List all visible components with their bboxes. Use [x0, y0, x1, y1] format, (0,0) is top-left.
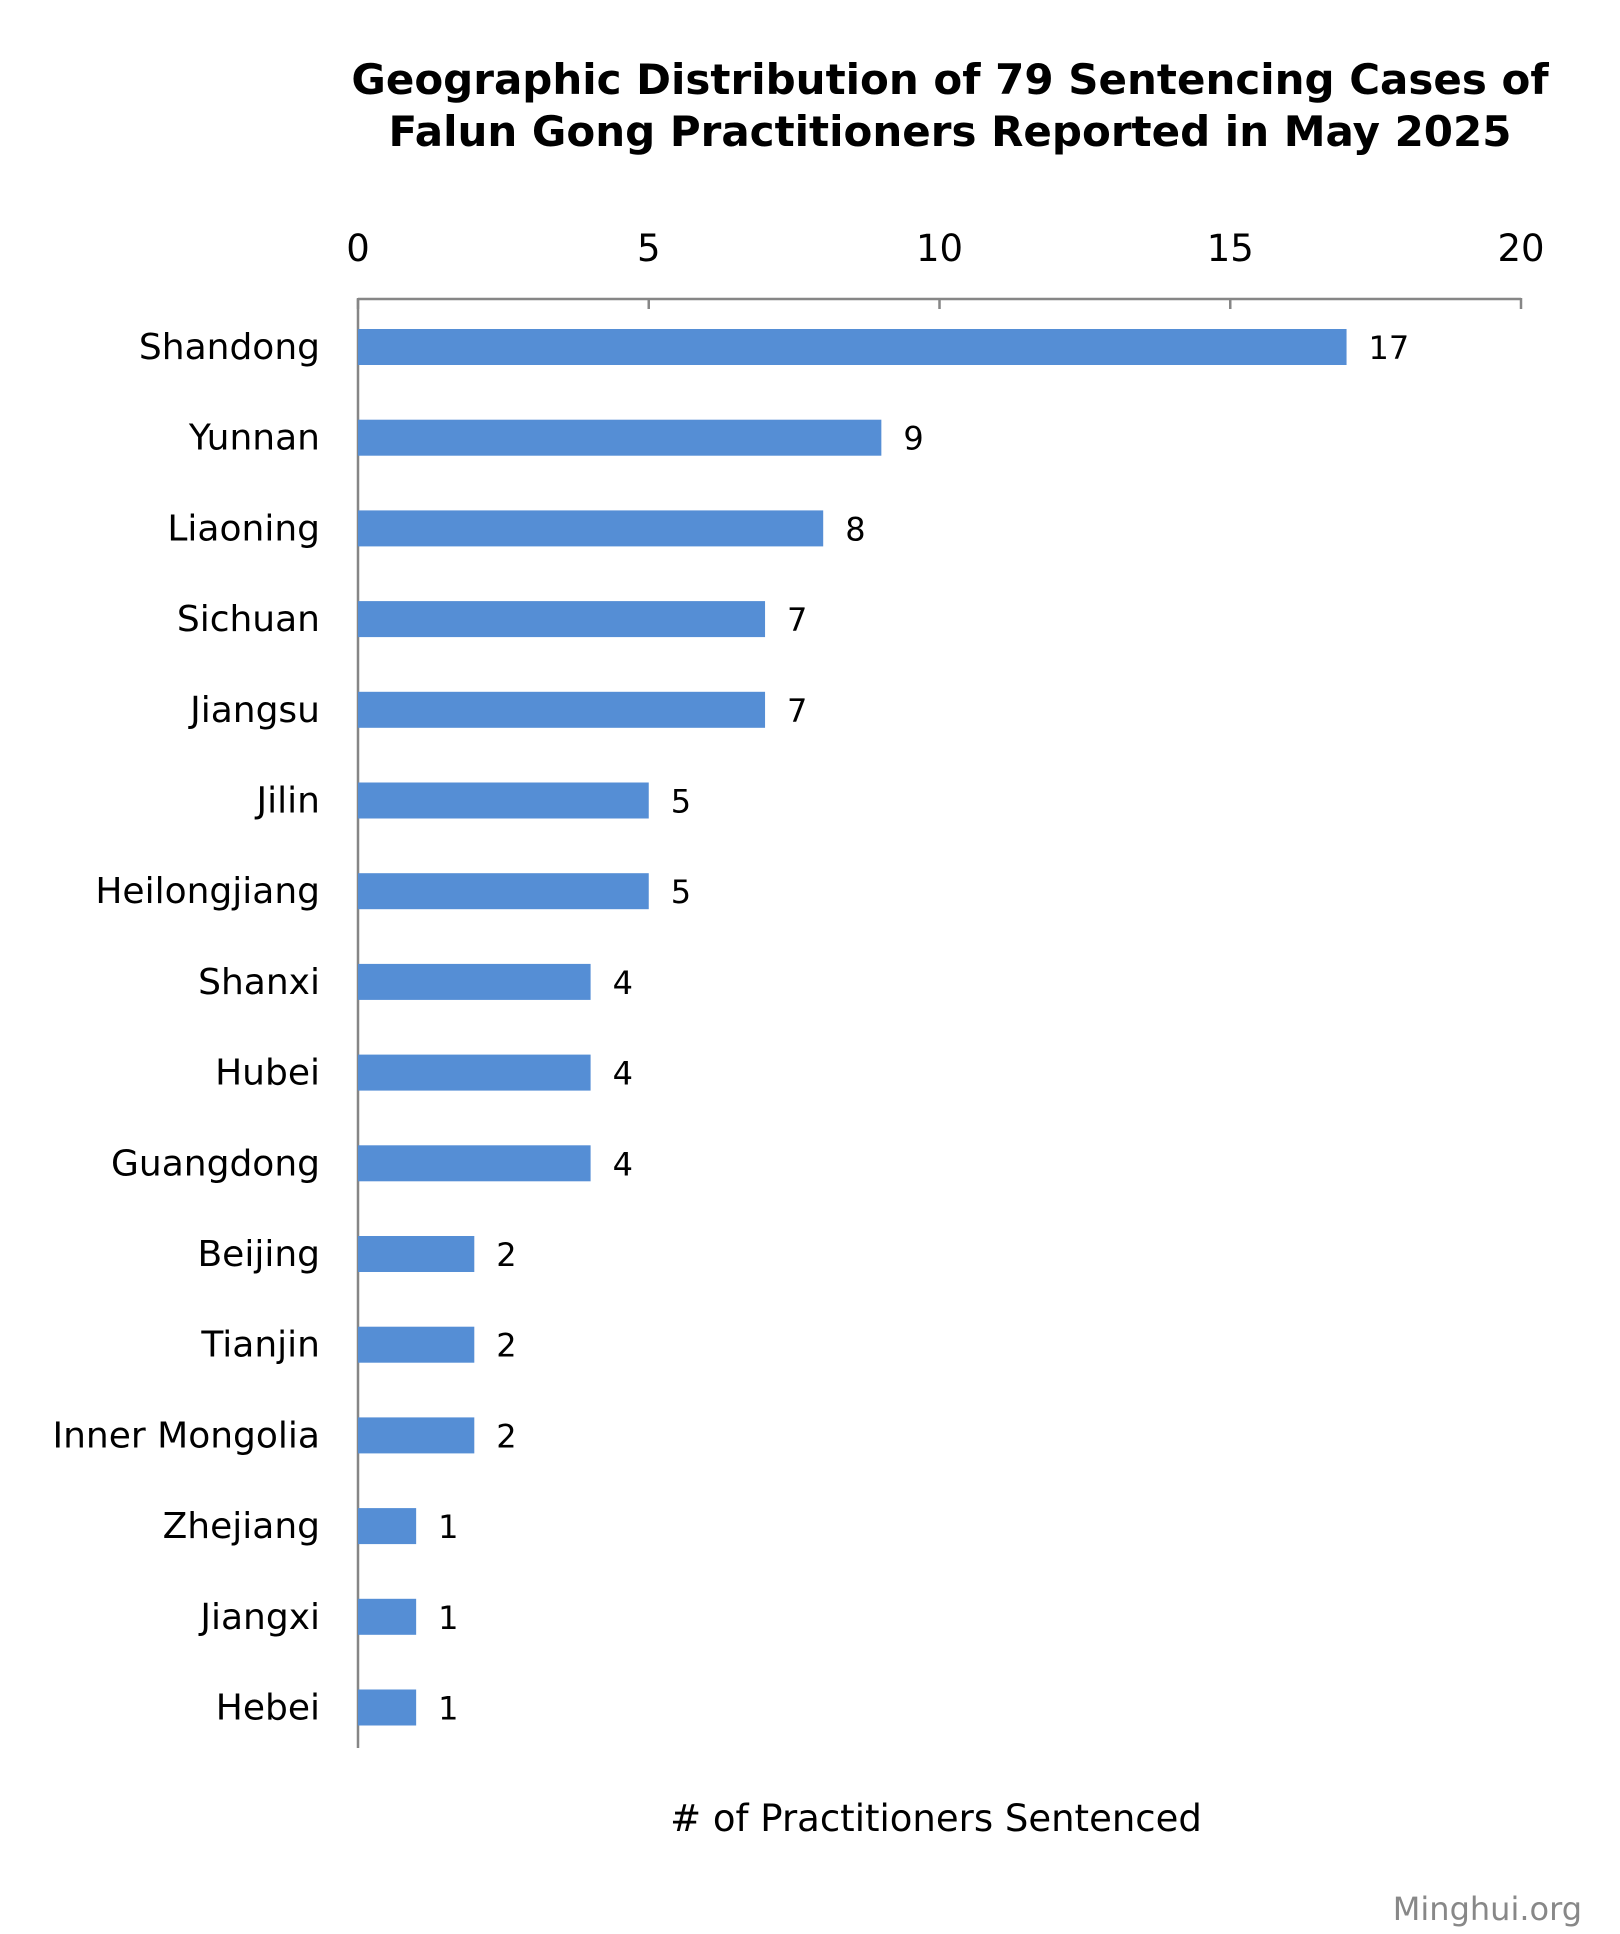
data-label: 5	[671, 783, 691, 821]
bar	[358, 329, 1347, 365]
chart-title-line-1: Geographic Distribution of 79 Sentencing…	[351, 55, 1549, 104]
data-label: 7	[787, 692, 807, 730]
category-label: Heilongjiang	[95, 871, 320, 912]
bar	[358, 873, 649, 910]
data-label: 9	[903, 420, 923, 458]
x-tick-label: 10	[916, 227, 963, 270]
category-label: Hebei	[216, 1688, 320, 1729]
bar	[358, 1054, 591, 1091]
bar	[358, 1326, 475, 1363]
data-label: 1	[438, 1690, 458, 1728]
bar	[358, 419, 882, 456]
category-label: Jiangsu	[188, 690, 320, 731]
data-label: 17	[1369, 329, 1410, 367]
bar	[358, 691, 766, 728]
bar	[358, 1598, 417, 1635]
category-label: Guangdong	[111, 1143, 320, 1184]
data-label: 1	[438, 1599, 458, 1637]
data-label: 2	[496, 1236, 516, 1274]
x-tick-label: 5	[637, 227, 661, 270]
category-label: Jilin	[255, 781, 320, 822]
bar	[358, 1145, 591, 1182]
data-label: 4	[613, 1145, 633, 1183]
chart-title-line-2: Falun Gong Practitioners Reported in May…	[388, 107, 1512, 156]
x-tick-label: 0	[346, 227, 370, 270]
bar	[358, 1508, 417, 1545]
x-axis-label: # of Practitioners Sentenced	[670, 1797, 1202, 1840]
category-label: Sichuan	[177, 599, 320, 640]
category-label: Liaoning	[167, 508, 320, 549]
data-label: 2	[496, 1327, 516, 1365]
data-label: 4	[613, 964, 633, 1002]
bar	[358, 963, 591, 1000]
category-label: Yunnan	[188, 418, 320, 459]
bar	[358, 1417, 475, 1454]
data-label: 8	[845, 510, 865, 548]
data-label: 5	[671, 873, 691, 911]
bar	[358, 1689, 417, 1726]
chart-title: Geographic Distribution of 79 Sentencing…	[250, 54, 1620, 158]
category-label: Tianjin	[200, 1325, 320, 1366]
category-label: Beijing	[197, 1234, 320, 1275]
data-label: 4	[613, 1055, 633, 1093]
category-label: Inner Mongolia	[53, 1415, 321, 1456]
x-tick-label: 20	[1497, 227, 1544, 270]
category-label: Shanxi	[198, 962, 320, 1003]
category-label: Hubei	[215, 1053, 320, 1094]
bar	[358, 1236, 475, 1272]
category-label: Zhejiang	[163, 1506, 320, 1547]
data-label: 1	[438, 1508, 458, 1546]
category-label: Jiangxi	[198, 1597, 320, 1638]
watermark: Minghui.org	[1392, 1890, 1582, 1928]
category-label: Shandong	[139, 327, 320, 368]
data-label: 2	[496, 1417, 516, 1455]
bar	[358, 510, 824, 547]
x-tick-label: 15	[1207, 227, 1254, 270]
data-label: 7	[787, 601, 807, 639]
bar	[358, 782, 649, 819]
bar	[358, 601, 766, 638]
